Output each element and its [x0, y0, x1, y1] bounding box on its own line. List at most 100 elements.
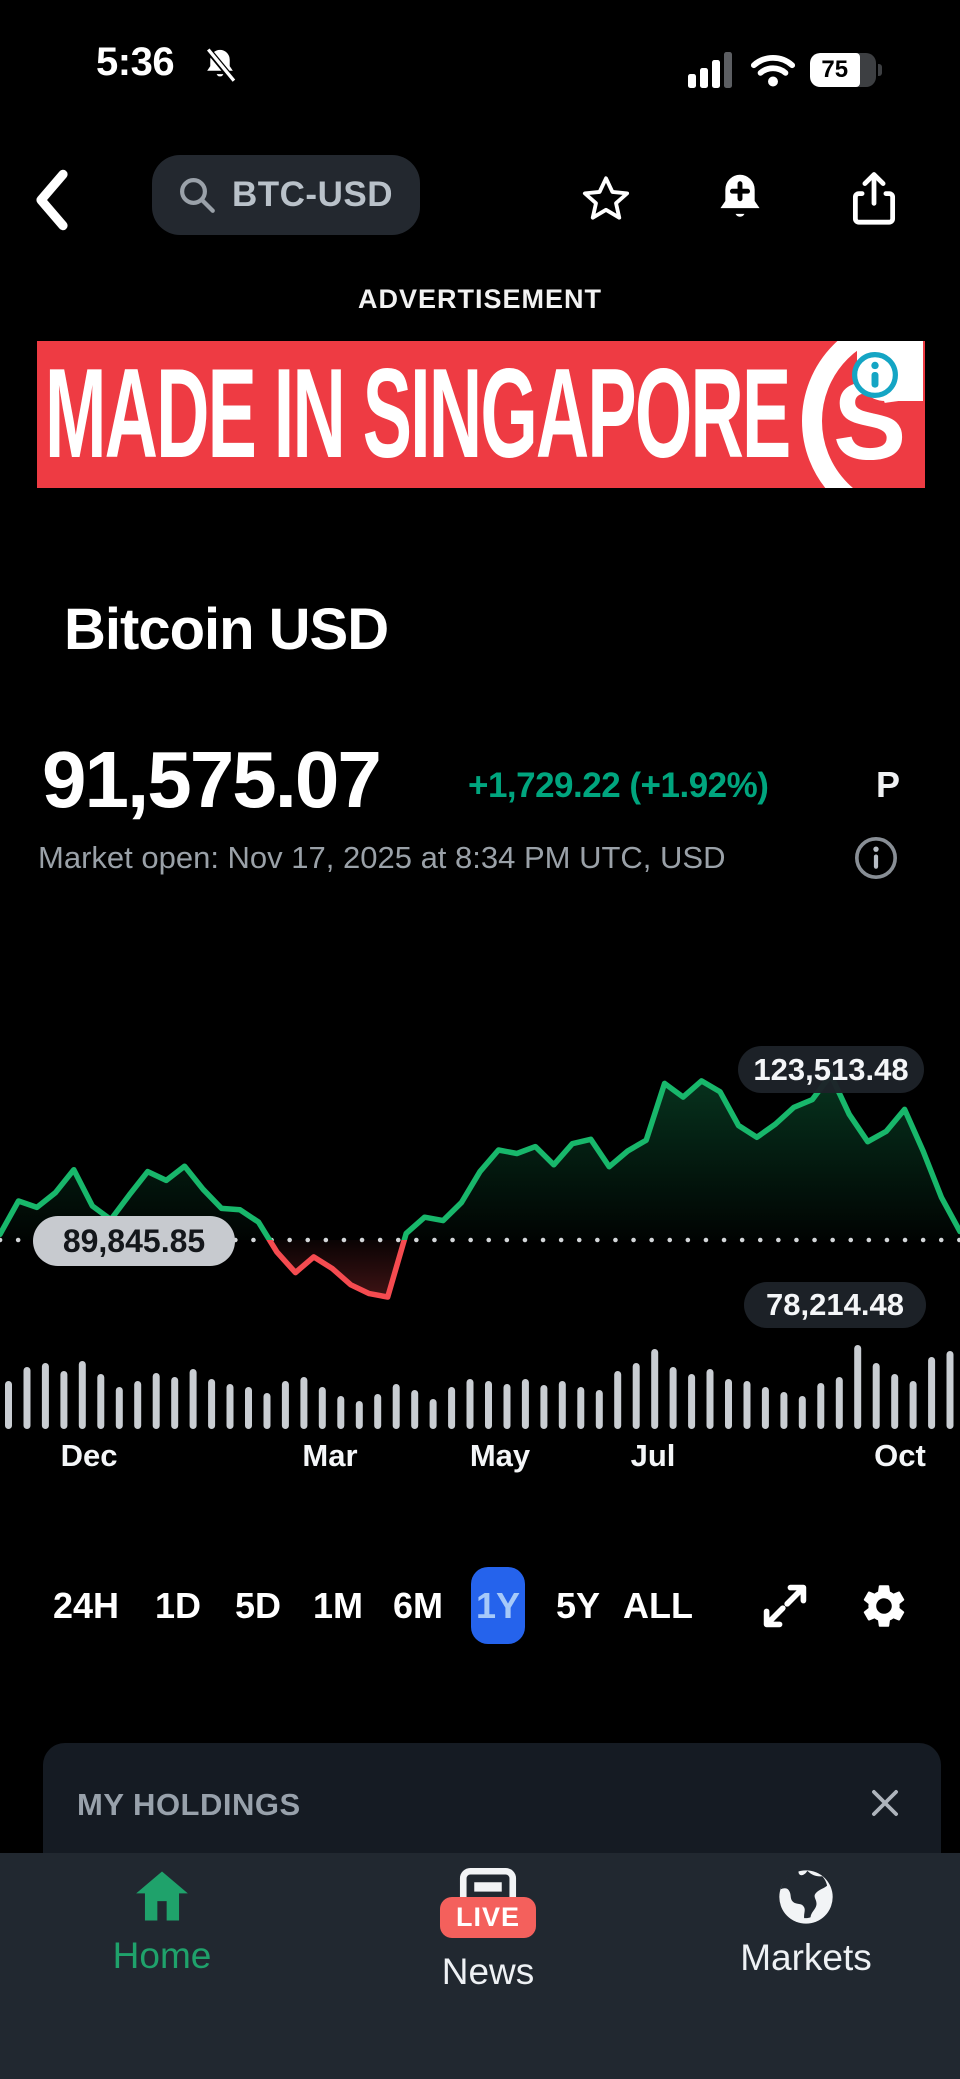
volume-bar — [485, 1381, 492, 1429]
volume-bar — [115, 1387, 123, 1429]
chart-settings-button[interactable] — [856, 1578, 912, 1634]
volume-bar — [78, 1361, 86, 1429]
advertisement-label: ADVERTISEMENT — [357, 284, 603, 314]
chart-low-label: 78,214.48 — [744, 1282, 926, 1328]
chart-previous-close-label: 89,845.85 — [33, 1216, 235, 1266]
market-status-line: Market open: Nov 17, 2025 at 8:34 PM UTC… — [38, 840, 726, 875]
battery-percent: 75 — [821, 56, 849, 83]
volume-bar — [928, 1357, 936, 1429]
nav-home-label: Home — [112, 1935, 212, 1976]
price-chart-svg — [0, 1072, 960, 1300]
close-icon — [872, 1790, 898, 1816]
search-input[interactable]: BTC-USD — [152, 155, 420, 235]
volume-bar — [411, 1390, 419, 1429]
gear-icon — [863, 1585, 905, 1627]
volume-bar — [318, 1387, 326, 1429]
volume-bar — [798, 1396, 806, 1429]
status-time: 5:36 — [96, 40, 175, 84]
volume-bar — [835, 1377, 843, 1429]
expand-icon — [763, 1584, 807, 1628]
volume-bar — [614, 1371, 622, 1429]
volume-bar — [5, 1381, 12, 1429]
range-button-1d[interactable]: 1D — [154, 1584, 202, 1626]
market-state-badge: P — [876, 764, 901, 805]
bottom-nav: Home LIVE News Markets — [0, 1853, 960, 2079]
volume-bar — [245, 1387, 252, 1429]
range-button-5d[interactable]: 5D — [234, 1584, 282, 1626]
share-button[interactable] — [846, 166, 902, 232]
volume-bar — [226, 1384, 234, 1429]
volume-bar — [669, 1367, 677, 1429]
volume-bar — [688, 1374, 696, 1429]
volume-bar — [780, 1392, 788, 1429]
volume-bar — [263, 1393, 271, 1429]
volume-bar — [355, 1401, 363, 1429]
volume-bar — [854, 1345, 862, 1429]
volume-bar — [595, 1390, 603, 1429]
quote-change: +1,729.22 (+1.92%) — [468, 766, 769, 805]
volume-bar — [97, 1374, 105, 1429]
price-alert-button[interactable] — [712, 166, 768, 232]
volume-bar — [632, 1363, 640, 1429]
volume-bar — [152, 1373, 160, 1429]
wifi-icon — [750, 55, 796, 87]
share-icon — [852, 172, 896, 225]
volume-bar — [817, 1383, 825, 1429]
volume-bar — [429, 1399, 437, 1429]
volume-bar — [134, 1381, 142, 1429]
favorite-button[interactable] — [578, 166, 634, 232]
search-value: BTC-USD — [232, 175, 393, 214]
volume-chart — [0, 1345, 960, 1429]
volume-bar — [761, 1387, 769, 1429]
volume-bar — [23, 1367, 31, 1429]
nav-markets[interactable]: Markets — [696, 1865, 916, 1979]
volume-bar — [946, 1351, 954, 1429]
chart-high-label: 123,513.48 — [738, 1046, 924, 1093]
my-holdings-title: MY HOLDINGS — [77, 1787, 301, 1822]
range-button-1y[interactable]: 1Y — [471, 1567, 525, 1644]
nav-home[interactable]: Home — [52, 1865, 272, 1977]
volume-bar — [60, 1371, 68, 1429]
status-icons: 75 — [688, 52, 882, 88]
nav-news-label: News — [441, 1951, 535, 1992]
page-title: Bitcoin USD — [64, 597, 389, 662]
volume-bar — [872, 1363, 880, 1429]
volume-bar — [281, 1381, 289, 1429]
quote-price: 91,575.07 — [42, 735, 382, 824]
range-button-24h[interactable]: 24H — [52, 1584, 120, 1626]
my-holdings-close-button[interactable] — [863, 1781, 907, 1825]
range-button-all[interactable]: ALL — [623, 1584, 693, 1626]
volume-bar — [466, 1379, 474, 1429]
price-chart[interactable]: 123,513.48 89,845.85 78,214.48 — [0, 1040, 960, 1340]
volume-bar — [374, 1394, 382, 1429]
range-button-5y[interactable]: 5Y — [555, 1584, 601, 1626]
volume-bar — [189, 1369, 197, 1429]
market-info-icon[interactable] — [853, 835, 899, 881]
x-tick-mar: Mar — [302, 1438, 358, 1473]
notifications-muted-icon — [204, 46, 236, 82]
nav-markets-label: Markets — [740, 1937, 872, 1978]
range-selector: 24H 1D 5D 1M 6M 1Y 5Y ALL — [34, 1567, 698, 1644]
star-icon — [582, 176, 630, 220]
ad-banner-text: MADE IN SINGAPORE — [45, 343, 791, 485]
nav-news[interactable]: LIVE News — [378, 1865, 598, 1993]
cellular-signal-icon — [688, 52, 732, 88]
fullscreen-button[interactable] — [757, 1578, 813, 1634]
ad-info-icon[interactable] — [849, 349, 901, 401]
volume-bar — [503, 1384, 511, 1429]
x-tick-jul: Jul — [630, 1438, 676, 1473]
volume-bar — [300, 1377, 308, 1429]
volume-bar — [706, 1369, 714, 1429]
volume-bar — [891, 1374, 899, 1429]
range-button-1m[interactable]: 1M — [312, 1584, 363, 1626]
range-button-6m[interactable]: 6M — [392, 1584, 443, 1626]
back-chevron-icon — [36, 169, 68, 231]
volume-chart-svg — [5, 1345, 954, 1429]
volume-bar — [171, 1377, 179, 1429]
search-icon — [180, 178, 215, 213]
ad-banner[interactable]: MADE IN SINGAPORE S — [37, 341, 925, 488]
globe-icon — [779, 1870, 833, 1924]
back-button[interactable] — [24, 164, 80, 236]
volume-bar — [521, 1379, 529, 1429]
volume-bar — [909, 1381, 917, 1429]
